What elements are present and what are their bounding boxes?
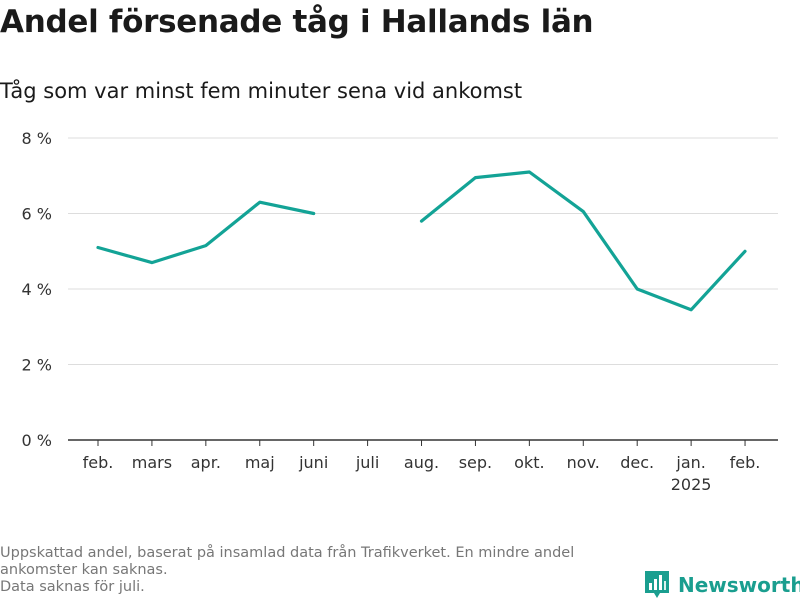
footnote-line: ankomster kan saknas. (0, 562, 168, 578)
y-tick-label: 6 % (22, 205, 52, 224)
chart-subtitle: Tåg som var minst fem minuter sena vid a… (0, 79, 523, 103)
x-tick-label: maj (245, 453, 275, 472)
x-tick-label: juli (355, 453, 379, 472)
x-axis-ticks: feb. mars apr. maj juni juli aug. sep. okt. nov. d… (83, 440, 761, 494)
x-tick-label: dec. (620, 453, 654, 472)
x-tick-label: mars (132, 453, 172, 472)
y-axis-ticks: 0 % 2 % 4 % 6 % 8 % (22, 129, 52, 450)
x-tick-label: aug. (404, 453, 439, 472)
y-tick-label: 2 % (22, 356, 52, 375)
brand-name: Newsworthy (678, 573, 800, 597)
brand-logo: Newsworthy (644, 570, 800, 600)
x-tick-label: jan. (675, 453, 705, 472)
x-tick-label: juni (298, 453, 328, 472)
series-line-segment (96, 200, 316, 265)
x-tick-label: okt. (514, 453, 544, 472)
footnote-line: Data saknas för juli. (0, 579, 145, 595)
chart-title: Andel försenade tåg i Hallands län (0, 4, 594, 40)
y-tick-label: 4 % (22, 280, 52, 299)
line-chart: 0 % 2 % 4 % 6 % 8 % feb. mars apr. maj juni juli a… (22, 129, 778, 494)
x-tick-label: nov. (567, 453, 600, 472)
x-tick-label: sep. (459, 453, 492, 472)
newsworthy-logo-icon (645, 571, 669, 598)
y-tick-label: 8 % (22, 129, 52, 148)
series-line-segment (419, 170, 747, 312)
footnote-line: Uppskattad andel, baserat på insamlad da… (0, 545, 575, 561)
x-tick-sublabel: 2025 (671, 475, 712, 494)
y-tick-label: 0 % (22, 431, 52, 450)
x-tick-label: feb. (83, 453, 114, 472)
series-lines (96, 170, 747, 312)
x-tick-label: feb. (730, 453, 761, 472)
x-tick-label: apr. (191, 453, 221, 472)
gridlines (68, 137, 778, 441)
footnote: Uppskattad andel, baserat på insamlad da… (0, 545, 640, 596)
